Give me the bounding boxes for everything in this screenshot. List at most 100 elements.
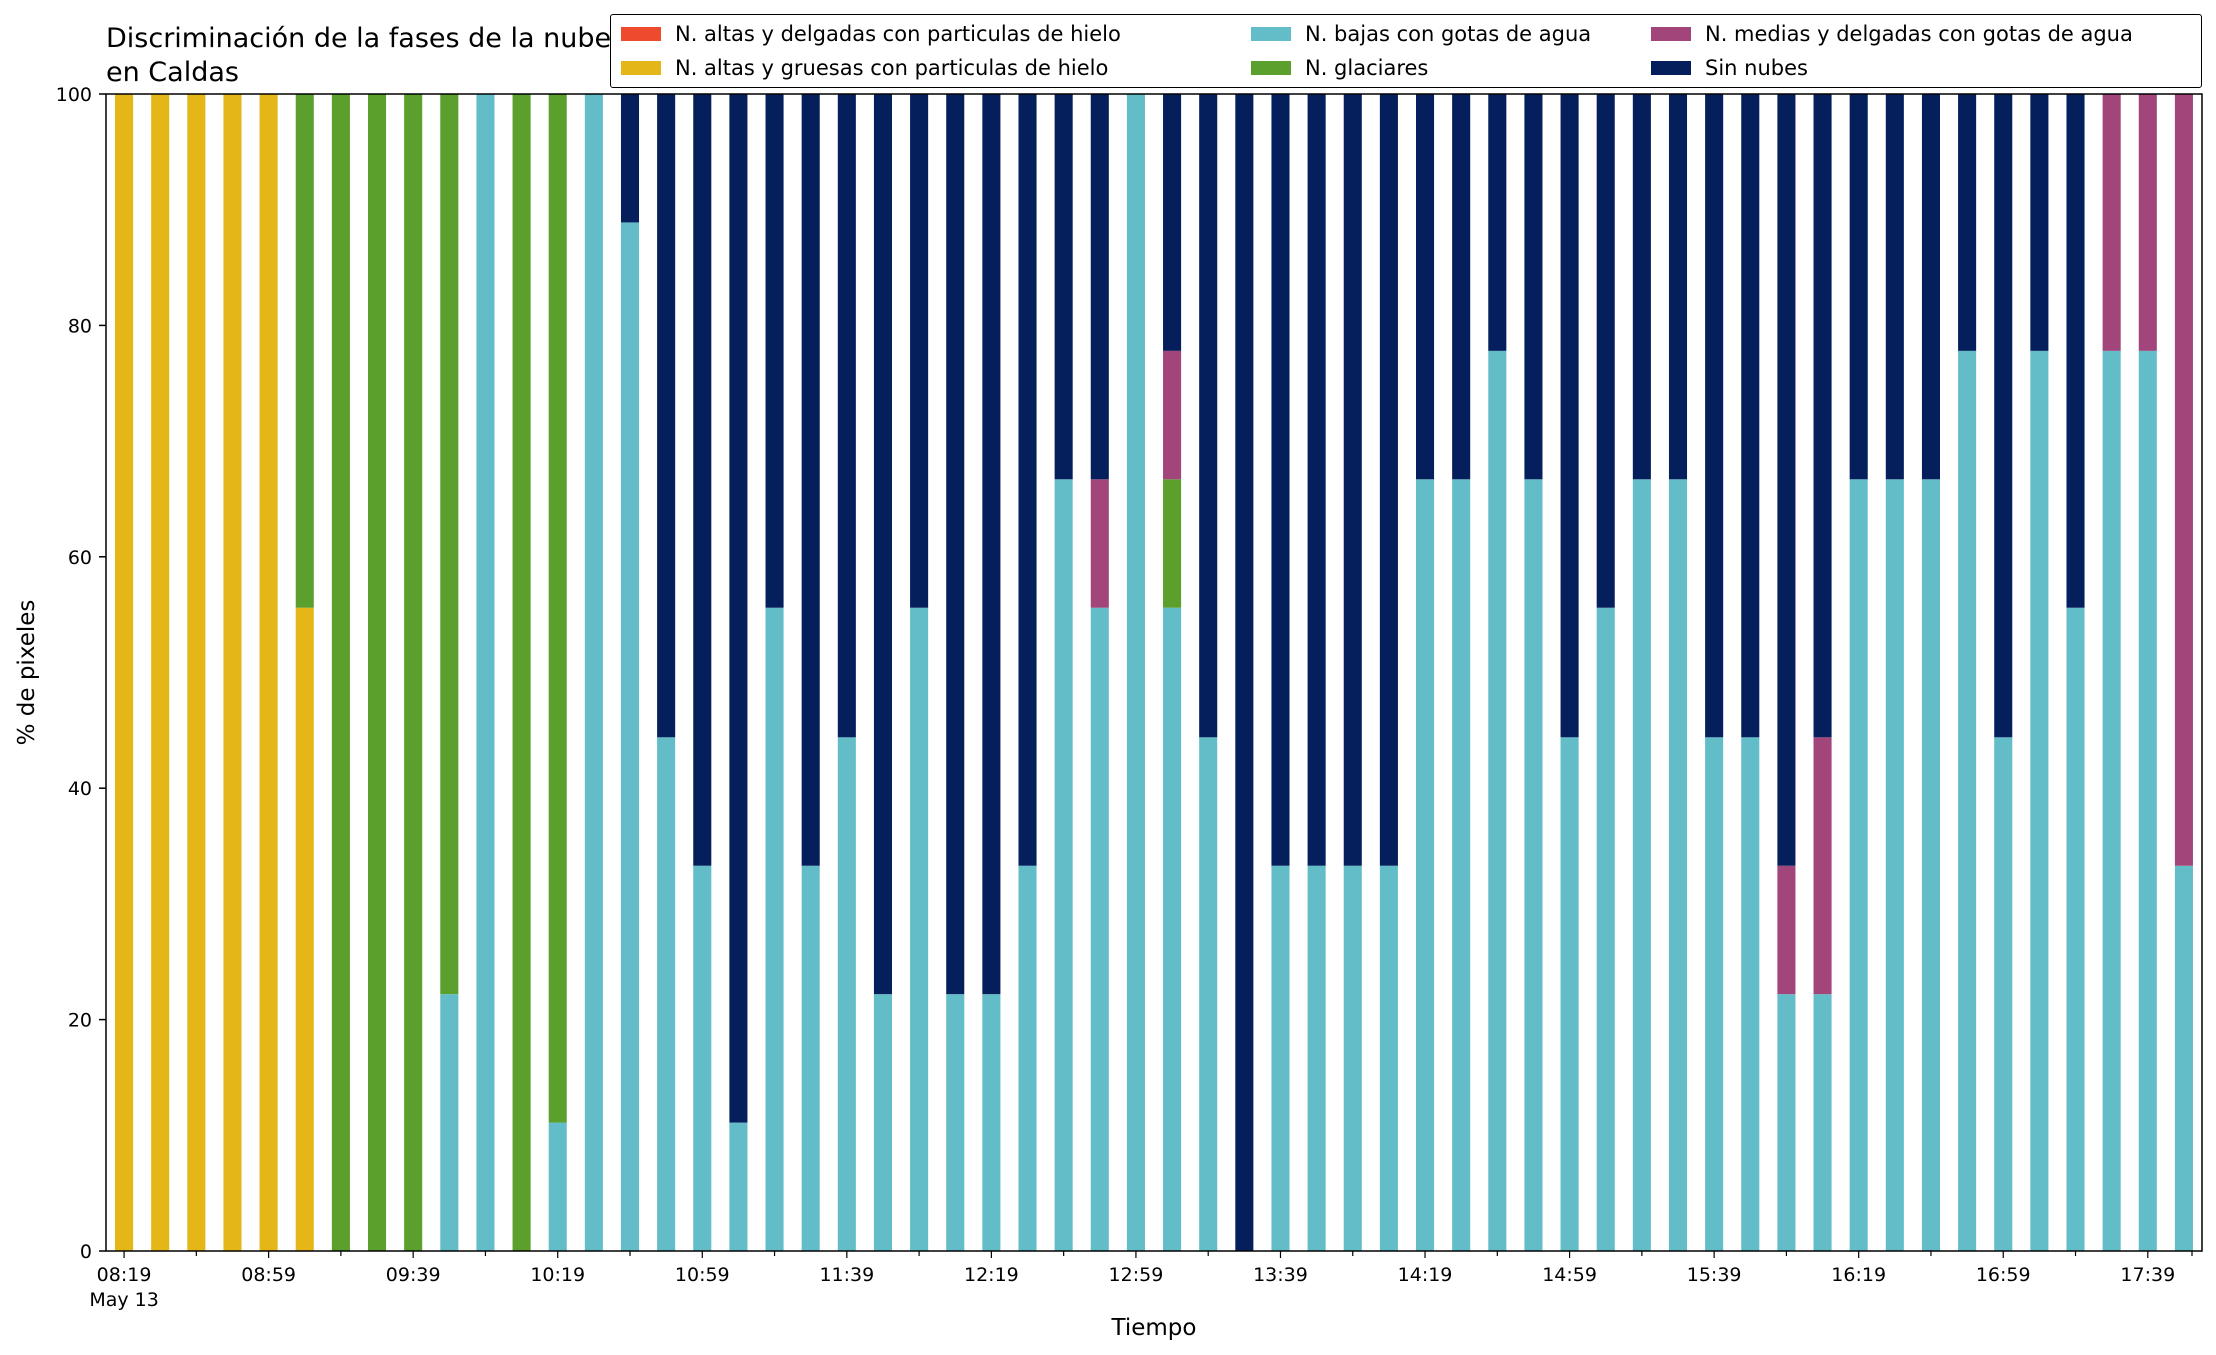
bar-segment — [1452, 94, 1471, 480]
bar-segment — [1163, 350, 1182, 480]
bar-segment — [2138, 94, 2157, 351]
bar-segment — [1777, 865, 1796, 995]
bar-segment — [620, 94, 640, 223]
bar-segment — [295, 94, 314, 608]
bar-segment — [1958, 94, 1977, 351]
x-tick-label: 08:59 — [241, 1264, 296, 1286]
bar-segment — [837, 737, 856, 1251]
bar-segment — [115, 94, 134, 1251]
chart-legend: N. altas y delgadas con particulas de hi… — [610, 14, 2202, 88]
bar-segment — [982, 94, 1001, 995]
bar-segment — [295, 607, 314, 1251]
bar-segment — [151, 94, 170, 1251]
bar-segment — [1849, 479, 1868, 1251]
bar-segment — [910, 94, 929, 608]
bar-segment — [1741, 94, 1760, 738]
x-axis-label: Tiempo — [1111, 1315, 1197, 1341]
bar-segment — [1090, 479, 1109, 608]
x-tick-label: 14:59 — [1542, 1264, 1597, 1286]
legend-label-bajas-gotas: N. bajas con gotas de agua — [1305, 22, 1592, 46]
bar-segment — [1705, 737, 1724, 1251]
bar-segment — [2030, 94, 2049, 351]
bar-segment — [1560, 737, 1579, 1251]
bar-segment — [1488, 350, 1507, 1251]
x-tick-label: 11:39 — [819, 1264, 874, 1286]
bar-segment — [476, 94, 495, 1251]
bar-segment — [1813, 737, 1832, 995]
bar-segment — [1379, 94, 1398, 866]
bar-segment — [1163, 94, 1182, 351]
bar-segment — [2174, 94, 2193, 866]
bar-segment — [548, 1122, 567, 1251]
bar-segment — [1416, 94, 1435, 480]
bar-segment — [873, 94, 892, 995]
x-axis: 08:19 May 13 08:59 09:39 10:19 10:59 11:39 12:1… — [89, 1251, 2193, 1311]
bar-segment — [1343, 94, 1362, 866]
x-tick-label: 14:19 — [1398, 1264, 1453, 1286]
bar-segment — [1632, 479, 1651, 1251]
bar-segment — [548, 94, 567, 1123]
x-tick-label: 13:39 — [1253, 1264, 1308, 1286]
bar-segment — [693, 94, 712, 866]
bar-segment — [1921, 479, 1940, 1251]
x-tick-label: 08:19 — [97, 1264, 152, 1286]
bar-segment — [1343, 865, 1362, 1251]
x-tick-label: 10:19 — [530, 1264, 585, 1286]
plot-frame — [105, 93, 2203, 1252]
legend-swatch-altas-gruesas — [621, 61, 661, 75]
bar-segment — [1018, 94, 1037, 866]
bar-segment — [1307, 94, 1326, 866]
bar-segment — [982, 994, 1001, 1251]
x-tick-label: 12:59 — [1109, 1264, 1164, 1286]
bar-segment — [657, 737, 676, 1251]
bar-segment — [2030, 350, 2049, 1251]
bar-segment — [1126, 94, 1145, 1251]
bar-segment — [946, 994, 965, 1251]
x-tick-label: 17:39 — [2120, 1264, 2175, 1286]
bar-segment — [1741, 737, 1760, 1251]
bar-segment — [404, 94, 423, 1251]
bar-segment — [620, 222, 640, 1251]
legend-swatch-glaciares — [1251, 61, 1291, 75]
bar-segment — [1163, 479, 1182, 608]
x-tick-date-label: May 13 — [89, 1289, 159, 1311]
bar-segment — [1018, 865, 1037, 1251]
bar-segment — [801, 94, 820, 866]
bar-segment — [2174, 865, 2193, 1251]
legend-label-glaciares: N. glaciares — [1305, 56, 1429, 80]
x-tick-label: 15:39 — [1687, 1264, 1742, 1286]
bar-segment — [2102, 350, 2121, 1251]
bar-segment — [187, 94, 206, 1251]
bar-segment — [765, 607, 784, 1251]
bar-segment — [2138, 350, 2157, 1251]
bar-segment — [1199, 737, 1218, 1251]
bar-segment — [1379, 865, 1398, 1251]
bar-segment — [765, 94, 784, 608]
bar-segment — [946, 94, 965, 995]
legend-entry-bajas-gotas: N. bajas con gotas de agua — [1251, 19, 1591, 49]
bar-segment — [440, 994, 459, 1251]
bar-segment — [1307, 865, 1326, 1251]
legend-swatch-bajas-gotas — [1251, 27, 1291, 41]
y-axis-label: % de pixeles — [14, 600, 40, 746]
bar-segment — [1632, 94, 1651, 480]
bar-segment — [1054, 479, 1073, 1251]
bar-segment — [1560, 94, 1579, 738]
legend-entry-glaciares: N. glaciares — [1251, 53, 1428, 83]
bar-segment — [1524, 94, 1543, 480]
y-tick-label: 40 — [68, 778, 92, 800]
bar-segment — [1524, 479, 1543, 1251]
legend-label-altas-gruesas: N. altas y gruesas con particulas de hie… — [675, 56, 1109, 80]
bar-segment — [584, 94, 603, 1251]
legend-swatch-sin-nubes — [1651, 61, 1691, 75]
bar-segment — [1199, 94, 1218, 738]
bar-segment — [1596, 607, 1615, 1251]
bar-segment — [910, 607, 929, 1251]
bar-segment — [1090, 94, 1109, 480]
bar-segment — [729, 94, 748, 1123]
x-tick-label: 10:59 — [675, 1264, 730, 1286]
legend-entry-sin-nubes: Sin nubes — [1651, 53, 1808, 83]
bar-segment — [1994, 737, 2013, 1251]
x-tick-label: 16:59 — [1976, 1264, 2031, 1286]
bar-segment — [693, 865, 712, 1251]
